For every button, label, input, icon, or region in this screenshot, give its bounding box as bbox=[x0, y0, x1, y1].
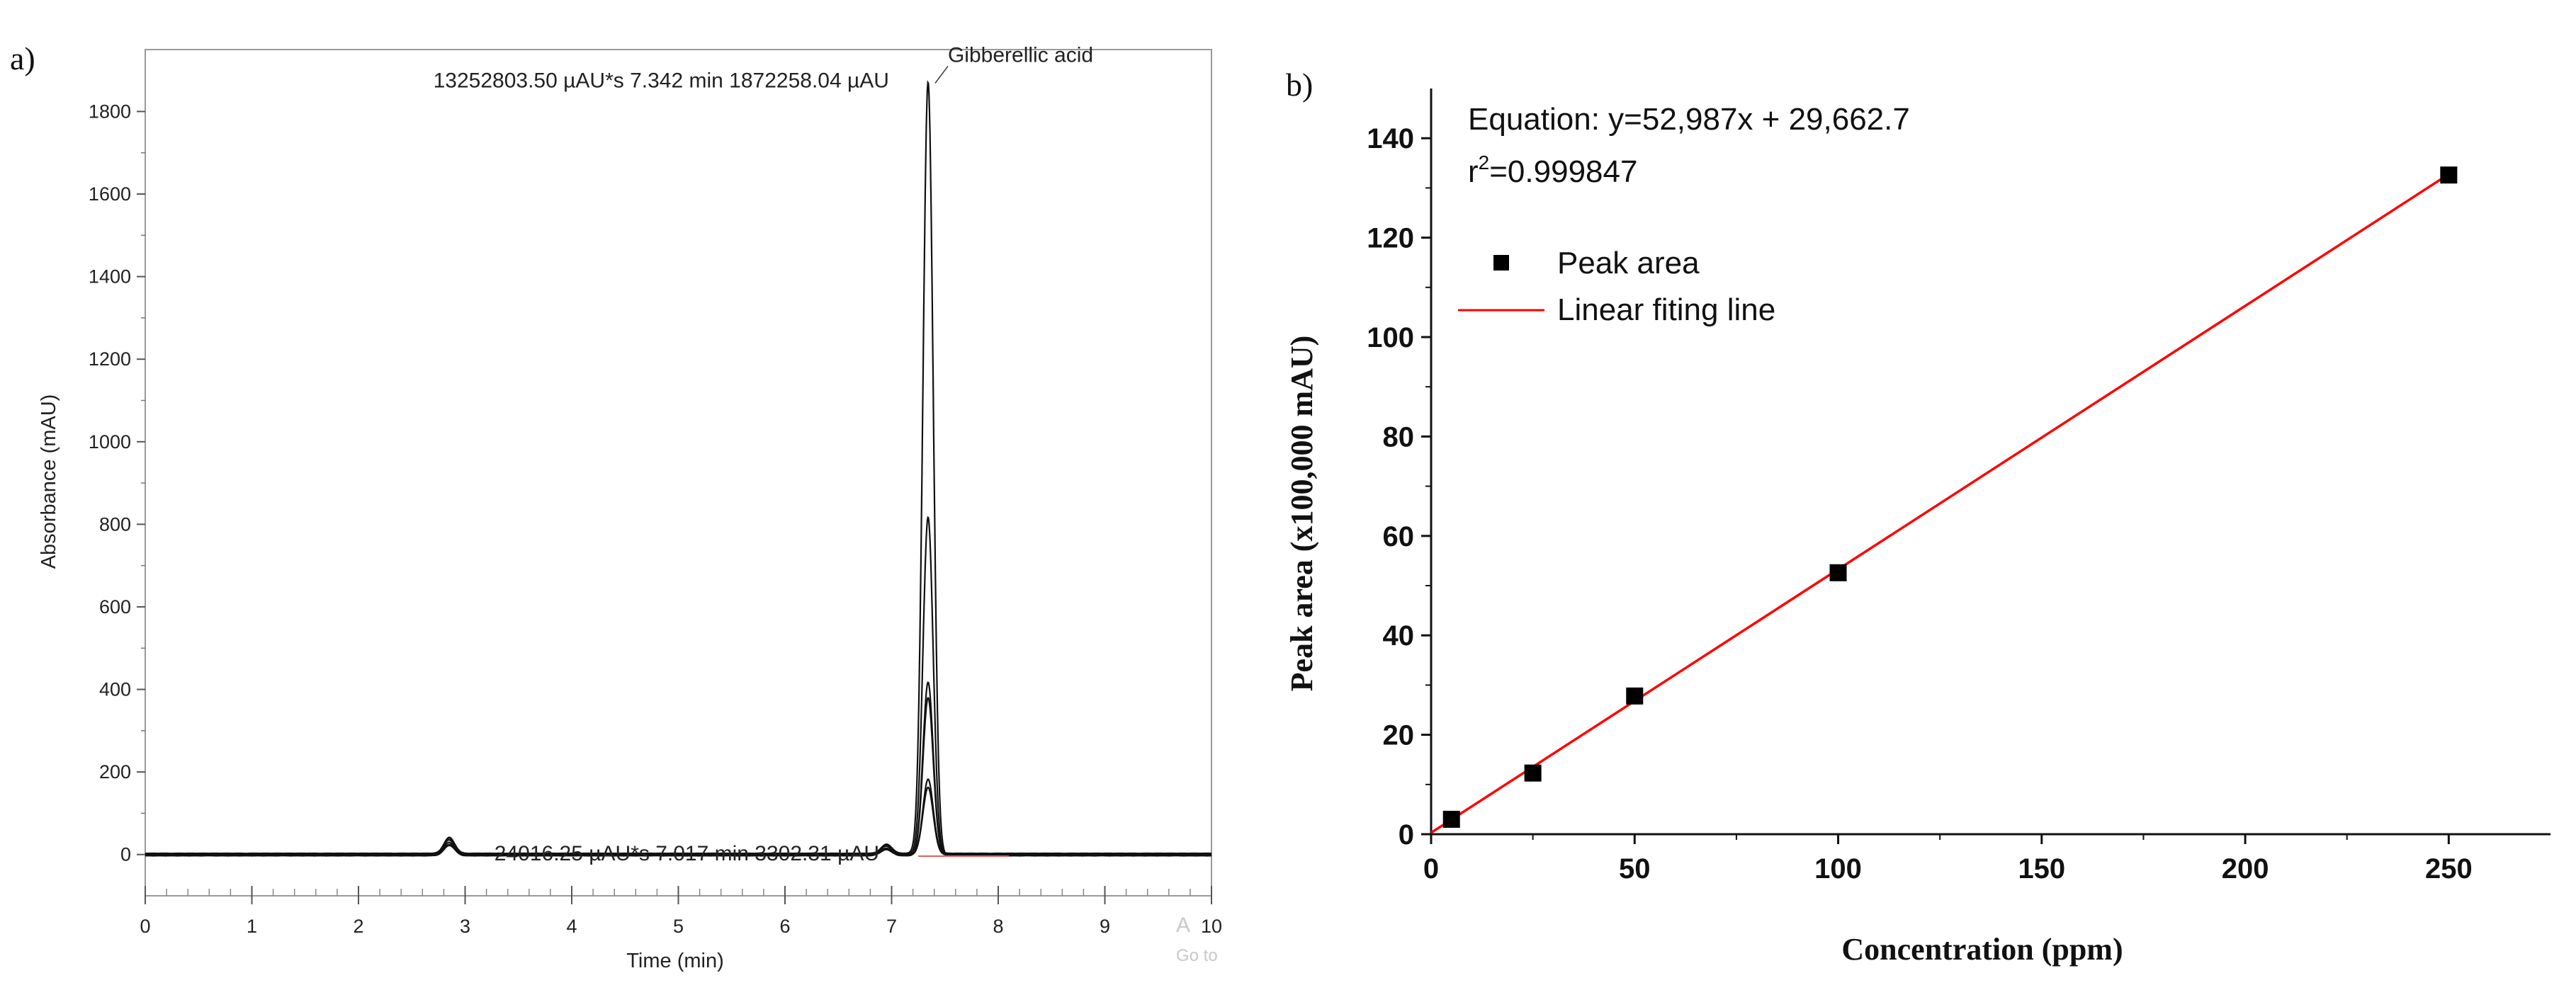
panel-b-legend: Peak area Linear fiting line bbox=[1458, 246, 1775, 327]
panel-a-overlay-text-goto: Go to bbox=[1176, 946, 1218, 965]
panel-b-y-ticks: 0 20 40 60 80 100 120 140 bbox=[1367, 123, 1431, 850]
legend-label-peak-area: Peak area bbox=[1557, 246, 1700, 280]
panel-b-x-tick-label: 150 bbox=[2018, 853, 2065, 884]
panel-b-y-tick-label: 120 bbox=[1367, 223, 1414, 254]
panel-b-x-tick-label: 250 bbox=[2425, 853, 2473, 884]
panel-a-y-tick-label: 1200 bbox=[89, 348, 131, 370]
panel-a-y-tick-label: 400 bbox=[99, 679, 131, 700]
panel-a-overlay-text-a: A bbox=[1176, 914, 1190, 937]
panel-a-x-tick-label: 0 bbox=[140, 916, 150, 937]
panel-b-x-axis-label: Concentration (ppm) bbox=[1841, 932, 2123, 967]
panel-a-label: a) bbox=[10, 40, 35, 76]
panel-b-x-tick-label: 50 bbox=[1619, 853, 1651, 884]
panel-a-x-axis-label: Time (min) bbox=[626, 950, 723, 972]
panel-b-x-tick-label: 100 bbox=[1814, 853, 1862, 884]
panel-a-y-ticks: 0 200 400 600 800 1000 1200 1400 1600 1800 bbox=[89, 101, 145, 865]
panel-b-x-tick-label: 0 bbox=[1423, 853, 1439, 884]
data-point bbox=[1442, 810, 1460, 828]
panel-a-x-tick-label: 10 bbox=[1201, 916, 1222, 937]
panel-a-y-tick-label: 1000 bbox=[89, 431, 131, 453]
panel-a-x-tick-label: 9 bbox=[1100, 916, 1110, 937]
panel-b-equation: Equation: y=52,987x + 29,662.7 bbox=[1468, 102, 1910, 137]
panel-a-minor-peak-annotation: 24016.25 µAU*s 7.017 min 3302.31 µAU bbox=[495, 842, 879, 865]
panel-b-r-value: =0.999847 bbox=[1489, 154, 1637, 189]
panel-b: b) 0 20 40 60 80 100 120 140 0 50 100 150 200 250 Pe… bbox=[1284, 67, 2550, 967]
panel-a-y-tick-label: 600 bbox=[99, 596, 131, 618]
panel-a-x-tick-label: 6 bbox=[779, 916, 790, 937]
data-point bbox=[1829, 564, 1847, 581]
legend-label-fit-line: Linear fiting line bbox=[1557, 292, 1775, 327]
panel-a-y-tick-label: 200 bbox=[99, 761, 131, 783]
chromatogram-line bbox=[145, 697, 1211, 857]
panel-b-label: b) bbox=[1286, 67, 1313, 103]
panel-a-y-tick-label: 1400 bbox=[89, 266, 131, 288]
panel-b-y-tick-label: 0 bbox=[1399, 819, 1414, 850]
panel-a-x-tick-label: 7 bbox=[886, 916, 897, 937]
data-point bbox=[1524, 764, 1542, 782]
panel-b-y-tick-label: 40 bbox=[1383, 620, 1415, 652]
panel-a-y-tick-label: 1600 bbox=[89, 183, 131, 205]
panel-b-r-superscript: 2 bbox=[1479, 152, 1490, 173]
panel-a-main-peak-annotation: 13252803.50 µAU*s 7.342 min 1872258.04 µ… bbox=[434, 69, 889, 92]
panel-b-y-tick-label: 20 bbox=[1383, 720, 1415, 751]
panel-b-y-tick-label: 100 bbox=[1367, 322, 1414, 353]
peak-label-leader bbox=[934, 66, 949, 84]
panel-a-x-tick-label: 3 bbox=[460, 916, 470, 937]
chromatogram-line bbox=[145, 516, 1212, 857]
panel-b-r-squared: r2=0.999847 bbox=[1468, 152, 1637, 189]
panel-a-y-tick-label: 1800 bbox=[89, 101, 131, 122]
chromatogram-line bbox=[145, 786, 1212, 857]
panel-a-x-tick-label: 8 bbox=[993, 916, 1003, 937]
panel-a-x-tick-label: 4 bbox=[566, 916, 577, 937]
panel-a-peak-label: Gibberellic acid bbox=[948, 43, 1093, 67]
panel-b-fit-line bbox=[1430, 173, 2450, 834]
panel-b-y-axis-label: Peak area (x100,000 mAU) bbox=[1284, 336, 1319, 692]
panel-b-x-tick-label: 200 bbox=[2222, 853, 2269, 884]
chromatogram-line bbox=[145, 79, 1211, 857]
panel-a-y-axis-label: Absorbance (mAU) bbox=[38, 394, 60, 569]
panel-a-x-tick-label: 2 bbox=[353, 916, 363, 937]
panel-a-x-ticks: 0 1 2 3 4 5 6 7 8 9 10 bbox=[140, 886, 1222, 937]
legend-marker-peak-area bbox=[1493, 255, 1509, 271]
panel-b-r-symbol: r bbox=[1468, 154, 1479, 189]
chromatogram-line bbox=[145, 681, 1212, 857]
panel-a-plot-frame bbox=[145, 49, 1212, 897]
panel-b-x-ticks: 0 50 100 150 200 250 bbox=[1423, 834, 2473, 884]
data-point bbox=[2440, 166, 2458, 184]
panel-a: a) 0 200 400 600 800 1000 1200 1400 1600 1800 0 1 2… bbox=[10, 40, 1222, 972]
panel-b-axes bbox=[1430, 89, 2550, 836]
panel-b-data-points bbox=[1442, 166, 2458, 828]
panel-a-y-tick-label: 800 bbox=[99, 513, 131, 535]
panel-a-x-tick-label: 5 bbox=[673, 916, 684, 937]
panel-a-chromatograms bbox=[145, 66, 1212, 858]
panel-b-y-tick-label: 60 bbox=[1383, 521, 1415, 552]
panel-b-y-tick-label: 140 bbox=[1367, 123, 1414, 154]
panel-b-y-tick-label: 80 bbox=[1383, 421, 1415, 453]
panel-a-y-tick-label: 0 bbox=[120, 844, 131, 865]
data-point bbox=[1626, 687, 1644, 705]
panel-a-x-tick-label: 1 bbox=[247, 916, 257, 937]
